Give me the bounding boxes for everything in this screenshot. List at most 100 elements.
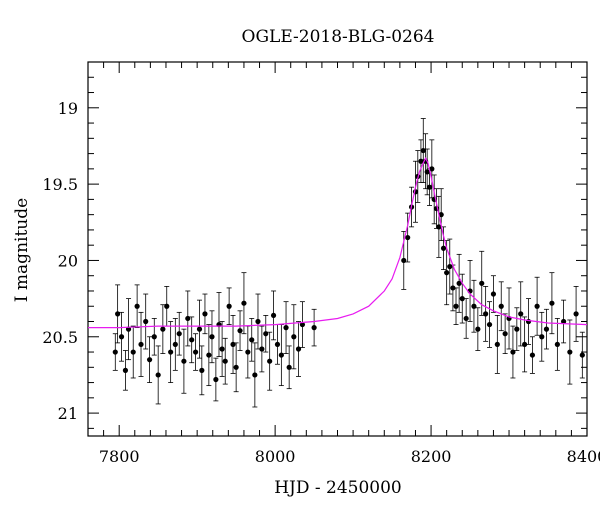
data-point [245, 349, 251, 355]
data-point [202, 311, 208, 317]
data-point [429, 166, 435, 172]
data-point [164, 303, 170, 309]
data-point [459, 296, 465, 302]
data-point [283, 325, 289, 331]
data-point [436, 224, 442, 230]
data-point [426, 184, 433, 190]
data-point [438, 212, 444, 218]
x-tick-label: 7800 [99, 447, 140, 466]
data-point [189, 337, 195, 343]
data-point [172, 341, 178, 348]
data-point [424, 169, 430, 175]
data-point [199, 367, 205, 373]
data-point [249, 337, 255, 343]
data-point [130, 349, 136, 355]
data-point [475, 326, 481, 332]
data-point [494, 341, 500, 348]
x-tick-label: 8400 [567, 447, 600, 466]
data-point [405, 234, 411, 241]
data-point [534, 303, 540, 309]
data-point [160, 326, 166, 332]
data-point [514, 326, 520, 332]
data-point [181, 358, 187, 364]
data-point [490, 291, 497, 297]
data-point [450, 285, 456, 291]
data-point [418, 158, 424, 164]
data-point [168, 349, 174, 355]
data-point [176, 331, 182, 337]
data-point [453, 303, 459, 309]
data-point [237, 328, 243, 334]
data-point [440, 245, 447, 251]
data-point [241, 300, 247, 306]
plot-area: 7800 8000 8200 8400 19 19.5 20 20.5 21 [42, 61, 600, 466]
data-point [151, 334, 157, 340]
data-point [143, 318, 149, 325]
data-point [286, 364, 292, 370]
chart-title: OGLE-2018-BLG-0264 [242, 27, 435, 47]
data-point [561, 318, 567, 325]
data-point [185, 315, 191, 322]
data-point [479, 280, 485, 286]
y-tick-label: 20.5 [42, 328, 78, 347]
y-tick-label: 20 [58, 251, 78, 270]
data-point [463, 315, 469, 322]
data-point [471, 303, 477, 309]
data-point [115, 311, 121, 317]
y-tick-label: 19 [58, 99, 78, 118]
data-point [311, 325, 317, 331]
y-tick-label: 19.5 [42, 175, 78, 194]
data-point [295, 346, 302, 352]
data-point [263, 331, 269, 337]
data-point [196, 326, 203, 332]
data-point [486, 321, 493, 328]
data-point [206, 352, 212, 358]
data-point [498, 303, 504, 309]
data-point [118, 334, 125, 340]
x-tick-label: 8200 [411, 447, 452, 466]
data-point [502, 331, 508, 337]
data-point [567, 349, 573, 355]
data-point [456, 280, 462, 286]
data-point [267, 358, 273, 364]
data-point [146, 357, 153, 363]
data-point [112, 349, 118, 355]
data-point [529, 352, 536, 358]
data-point [291, 334, 297, 340]
data-point [518, 311, 524, 317]
data-point [122, 367, 129, 373]
data-point [270, 312, 277, 319]
data-point [278, 352, 284, 358]
y-axis-title: I magnitude [12, 198, 32, 302]
y-tick-label: 21 [58, 404, 78, 423]
data-point [299, 321, 306, 328]
data-point [539, 334, 545, 340]
data-point [155, 372, 161, 378]
data-point [192, 349, 199, 355]
x-axis-title: HJD - 2450000 [274, 478, 402, 498]
data-point [420, 147, 426, 154]
data-point [483, 311, 489, 317]
data-point [233, 364, 239, 370]
data-point [510, 349, 516, 355]
data-point [222, 358, 228, 364]
model-curve [88, 156, 588, 329]
data-point [522, 341, 528, 348]
data-point [543, 326, 550, 332]
data-point [274, 341, 281, 348]
data-point [226, 303, 232, 309]
data-point [401, 257, 407, 264]
data-point [134, 303, 140, 309]
x-tick-label: 8000 [255, 447, 296, 466]
data-point [138, 341, 144, 348]
data-point [213, 376, 219, 383]
data-point [252, 372, 258, 378]
plot-frame [87, 61, 588, 437]
data-point [554, 341, 560, 348]
data-point [259, 346, 265, 352]
data-point [549, 300, 555, 306]
data-point [444, 270, 450, 276]
data-point [579, 352, 585, 358]
data-point [255, 318, 261, 325]
